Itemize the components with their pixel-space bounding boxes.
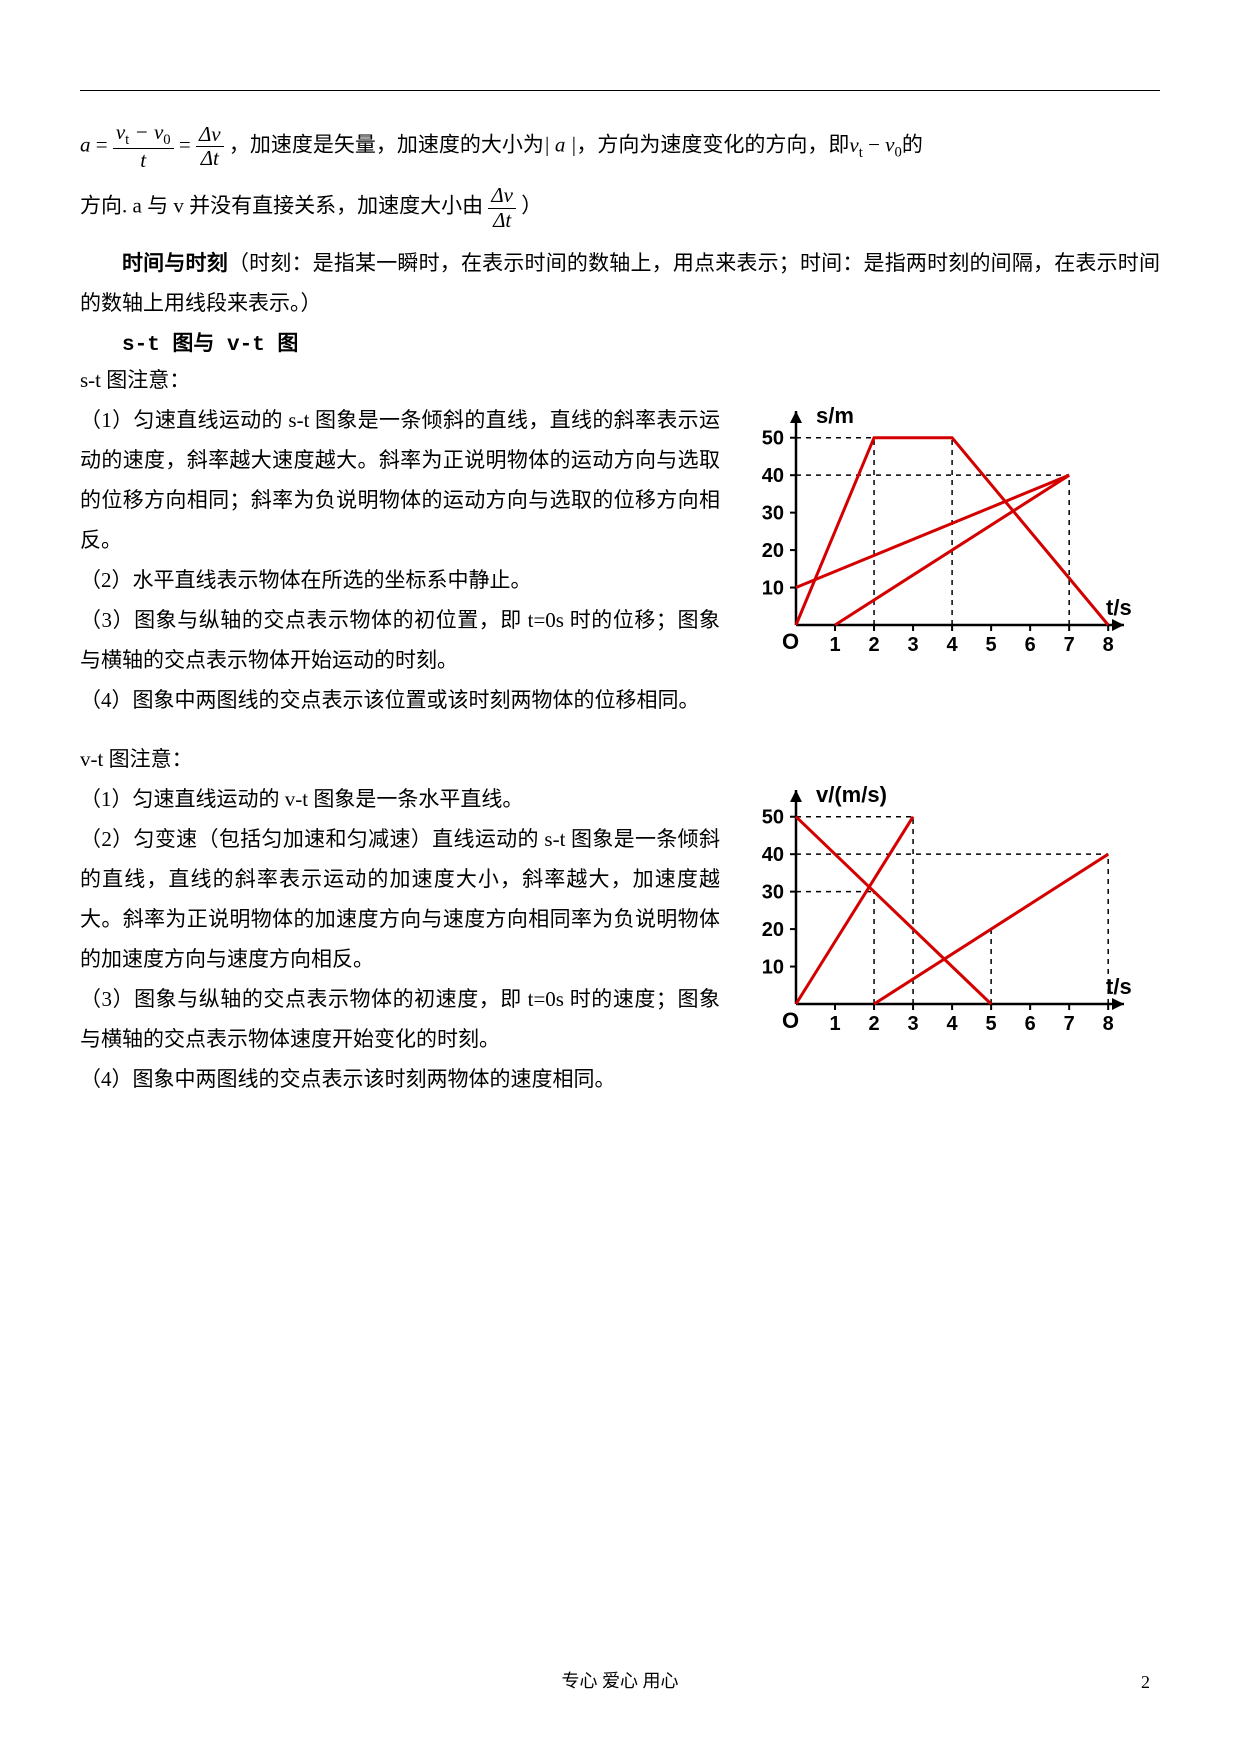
time-heading: 时间与时刻 [122, 252, 228, 275]
st-chart-container: 1 2 3 4 5 6 7 8 10 20 30 40 50 Os/m t/s [740, 401, 1160, 666]
svg-text:6: 6 [1025, 634, 1036, 656]
st-note-3: （3）图象与纵轴的交点表示物体的初位置，即 t=0s 时的位移；图象与横轴的交点… [80, 601, 720, 681]
svg-text:5: 5 [986, 634, 997, 656]
svg-text:50: 50 [762, 807, 784, 829]
svg-text:8: 8 [1103, 1013, 1114, 1035]
svg-text:4: 4 [947, 1013, 959, 1035]
formula-tail2: ，方向为速度变化的方向，即 [576, 133, 849, 157]
line2-a: 方向. a 与 v 并没有直接关系，加速度大小由 [80, 194, 483, 218]
vt-note-2: （2）匀变速（包括匀加速和匀减速）直线运动的 s-t 图象是一条倾斜的直线，直线… [80, 820, 720, 980]
st-note-label: s-t 图注意： [80, 361, 1160, 401]
formula-tail1: ，加速度是矢量，加速度的大小为 [229, 133, 544, 157]
page-number: 2 [1141, 1672, 1150, 1693]
st-note-1: （1）匀速直线运动的 s-t 图象是一条倾斜的直线，直线的斜率表示运动的速度，斜… [80, 401, 720, 561]
vt-note-1: （1）匀速直线运动的 v-t 图象是一条水平直线。 [80, 780, 720, 820]
vt-section: （1）匀速直线运动的 v-t 图象是一条水平直线。 （2）匀变速（包括匀加速和匀… [80, 780, 1160, 1099]
svg-text:v/(m/s): v/(m/s) [816, 782, 887, 807]
st-chart: 1 2 3 4 5 6 7 8 10 20 30 40 50 Os/m t/s [740, 401, 1160, 661]
svg-text:3: 3 [908, 1013, 919, 1035]
st-section: （1）匀速直线运动的 s-t 图象是一条倾斜的直线，直线的斜率表示运动的速度，斜… [80, 401, 1160, 720]
svg-text:O: O [782, 629, 799, 654]
acceleration-line2: 方向. a 与 v 并没有直接关系，加速度大小由 ΔvΔt ） [80, 184, 1160, 231]
top-rule [80, 90, 1160, 91]
svg-text:10: 10 [762, 578, 784, 600]
line2-b: ） [521, 194, 542, 218]
formula-tail3: 的 [902, 133, 923, 157]
svg-text:10: 10 [762, 957, 784, 979]
vt-note-4: （4）图象中两图线的交点表示该时刻两物体的速度相同。 [80, 1060, 720, 1100]
svg-text:1: 1 [829, 634, 840, 656]
svg-text:5: 5 [986, 1013, 997, 1035]
svg-text:30: 30 [762, 882, 784, 904]
svg-text:20: 20 [762, 919, 784, 941]
vt-notes: （1）匀速直线运动的 v-t 图象是一条水平直线。 （2）匀变速（包括匀加速和匀… [80, 780, 720, 1099]
time-body: （时刻：是指某一瞬时，在表示时间的数轴上，用点来表示；时间：是指两时刻的间隔，在… [80, 251, 1160, 315]
svg-text:8: 8 [1103, 634, 1114, 656]
svg-text:6: 6 [1025, 1013, 1036, 1035]
abs-a: | a | [544, 133, 577, 157]
svg-text:1: 1 [829, 1013, 840, 1035]
st-notes: （1）匀速直线运动的 s-t 图象是一条倾斜的直线，直线的斜率表示运动的速度，斜… [80, 401, 720, 720]
svg-text:20: 20 [762, 540, 784, 562]
svg-text:7: 7 [1064, 634, 1075, 656]
acceleration-formula: a = vt − v0t = ΔvΔt ，加速度是矢量，加速度的大小为| a |… [80, 121, 1160, 172]
st-note-2: （2）水平直线表示物体在所选的坐标系中静止。 [80, 561, 720, 601]
footer-text: 专心 爱心 用心 [0, 1667, 1240, 1693]
svg-text:t/s: t/s [1106, 974, 1132, 999]
svg-text:t/s: t/s [1106, 595, 1132, 620]
time-paragraph: 时间与时刻（时刻：是指某一瞬时，在表示时间的数轴上，用点来表示；时间：是指两时刻… [80, 244, 1160, 324]
svg-text:s/m: s/m [816, 403, 854, 428]
svg-text:30: 30 [762, 503, 784, 525]
st-vt-title: s-t 图与 v-t 图 [80, 327, 1160, 357]
vt-chart: 1 2 3 4 5 6 7 8 10 20 30 40 50 Ov/(m/s) t/s [740, 780, 1160, 1040]
svg-text:40: 40 [762, 845, 784, 867]
vt-note-3: （3）图象与纵轴的交点表示物体的初速度，即 t=0s 时的速度；图象与横轴的交点… [80, 980, 720, 1060]
svg-text:2: 2 [868, 634, 879, 656]
st-note-4: （4）图象中两图线的交点表示该位置或该时刻两物体的位移相同。 [80, 681, 720, 721]
svg-text:3: 3 [908, 634, 919, 656]
svg-text:4: 4 [947, 634, 959, 656]
vt-chart-container: 1 2 3 4 5 6 7 8 10 20 30 40 50 Ov/(m/s) t/s [740, 780, 1160, 1045]
svg-text:7: 7 [1064, 1013, 1075, 1035]
svg-text:40: 40 [762, 465, 784, 487]
svg-text:2: 2 [868, 1013, 879, 1035]
vt-note-label: v-t 图注意： [80, 740, 1160, 780]
svg-text:O: O [782, 1008, 799, 1033]
svg-text:50: 50 [762, 428, 784, 450]
